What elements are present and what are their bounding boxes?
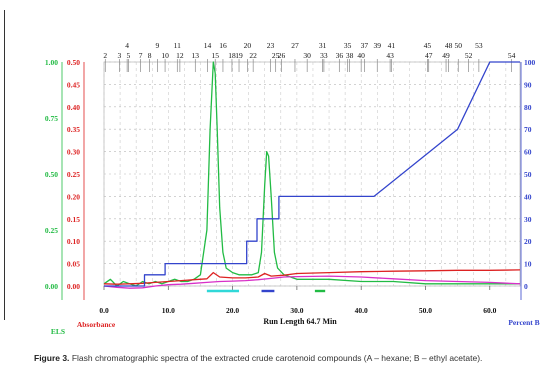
page-left-rule <box>4 10 5 320</box>
fraction-label-bottom: 13 <box>192 51 200 60</box>
fraction-label-bottom: 10 <box>161 51 169 60</box>
percent-b-tick-label: 40 <box>524 192 532 201</box>
fraction-label-bottom: 8 <box>148 51 152 60</box>
fraction-label-bottom: 30 <box>303 51 311 60</box>
fraction-label-bottom: 38 <box>346 51 354 60</box>
fraction-label-top: 27 <box>291 41 299 50</box>
fraction-label-bottom: 25 <box>272 51 280 60</box>
percent-b-tick-label: 50 <box>524 170 532 179</box>
absorbance-axis-title: Absorbance <box>77 320 116 329</box>
els-tick-label: 0.50 <box>45 170 58 179</box>
x-tick-label: 30.0 <box>290 306 303 315</box>
percent-b-tick-label: 0 <box>524 282 528 291</box>
labels-layer: 4 9 11 14 16 20 23 27 31 35 37 39 41 45 48 50 532 3 5 7 8 10 1… <box>45 41 540 336</box>
fraction-label-top: 11 <box>174 41 181 50</box>
fraction-label-bottom: 2 <box>103 51 107 60</box>
caption-text: Flash chromatographic spectra of the ext… <box>71 353 483 363</box>
x-axis-title: Run Length 64.7 Min <box>263 317 337 326</box>
absorbance-tick-label: 0.00 <box>67 282 80 291</box>
fraction-label-top: 20 <box>244 41 252 50</box>
absorbance-tick-label: 0.15 <box>67 215 80 224</box>
fraction-label-bottom: 52 <box>465 51 473 60</box>
absorbance-tick-label: 0.10 <box>67 237 80 246</box>
fraction-label-bottom: 12 <box>176 51 184 60</box>
absorbance-tick-label: 0.05 <box>67 260 80 269</box>
fraction-label-top: 9 <box>155 41 159 50</box>
els-tick-label: 0.25 <box>45 226 58 235</box>
absorbance-tick-label: 0.45 <box>67 80 80 89</box>
percent-b-tick-label: 20 <box>524 237 532 246</box>
els-tick-label: 0.00 <box>45 282 58 291</box>
x-tick-label: 10.0 <box>162 306 175 315</box>
fraction-label-top: 50 <box>455 41 463 50</box>
x-tick-label: 60.0 <box>483 306 496 315</box>
absorbance-tick-label: 0.35 <box>67 125 80 134</box>
fraction-label-bottom: 3 <box>118 51 122 60</box>
els-tick-label: 1.00 <box>45 58 58 67</box>
plot-area <box>103 61 521 287</box>
x-tick-label: 50.0 <box>419 306 432 315</box>
percent-b-tick-label: 70 <box>524 125 532 134</box>
percent-b-axis-title: Percent B <box>508 318 539 327</box>
series-line-percent-b <box>104 61 520 287</box>
fraction-label-bottom: 36 <box>336 51 344 60</box>
fraction-label-top: 16 <box>219 41 227 50</box>
fraction-label-top: 53 <box>475 41 483 50</box>
absorbance-tick-label: 0.20 <box>67 192 80 201</box>
absorbance-tick-label: 0.50 <box>67 58 80 67</box>
fraction-label-top: 41 <box>388 41 396 50</box>
percent-b-tick-label: 10 <box>524 260 532 269</box>
x-tick-label: 40.0 <box>355 306 368 315</box>
grid-layer <box>61 59 522 300</box>
els-tick-label: 0.75 <box>45 114 58 123</box>
fraction-label-top: 37 <box>361 41 369 50</box>
series-line-magenta-trace <box>103 275 521 289</box>
fraction-label-top: 31 <box>319 41 327 50</box>
fraction-label-top: 39 <box>374 41 382 50</box>
fraction-label-top: 14 <box>204 41 212 50</box>
fraction-label-bottom: 47 <box>425 51 433 60</box>
fraction-label-top: 45 <box>424 41 432 50</box>
fraction-label-bottom: 33 <box>320 51 328 60</box>
fraction-label-bottom: 22 <box>249 51 257 60</box>
absorbance-tick-label: 0.40 <box>67 103 80 112</box>
percent-b-tick-label: 80 <box>524 103 532 112</box>
x-tick-label: 20.0 <box>226 306 239 315</box>
absorbance-tick-label: 0.30 <box>67 148 80 157</box>
fraction-label-bottom: 5 <box>127 51 131 60</box>
series-line-absorbance <box>103 269 521 285</box>
percent-b-tick-label: 30 <box>524 215 532 224</box>
percent-b-tick-label: 90 <box>524 80 532 89</box>
fraction-label-top: 4 <box>125 41 129 50</box>
fraction-label-bottom: 40 <box>357 51 365 60</box>
fraction-label-bottom: 43 <box>386 51 394 60</box>
fraction-label-bottom: 18 <box>228 51 236 60</box>
x-tick-label: 0.0 <box>99 306 109 315</box>
percent-b-tick-label: 100 <box>524 58 536 67</box>
percent-b-tick-label: 60 <box>524 148 532 157</box>
fraction-label-bottom: 26 <box>278 51 286 60</box>
fraction-label-bottom: 49 <box>442 51 450 60</box>
fraction-label-bottom: 15 <box>211 51 219 60</box>
fraction-label-bottom: 54 <box>508 51 516 60</box>
fraction-label-top: 23 <box>267 41 275 50</box>
fraction-label-top: 35 <box>344 41 352 50</box>
fraction-label-top: 48 <box>445 41 453 50</box>
series-layer <box>103 61 521 293</box>
fraction-label-bottom: 19 <box>235 51 243 60</box>
caption-label: Figure 3. <box>34 353 70 363</box>
figure-caption: Figure 3. Flash chromatographic spectra … <box>34 353 549 363</box>
absorbance-tick-label: 0.25 <box>67 170 80 179</box>
fraction-label-bottom: 7 <box>139 51 143 60</box>
els-axis-title: ELS <box>51 327 65 336</box>
